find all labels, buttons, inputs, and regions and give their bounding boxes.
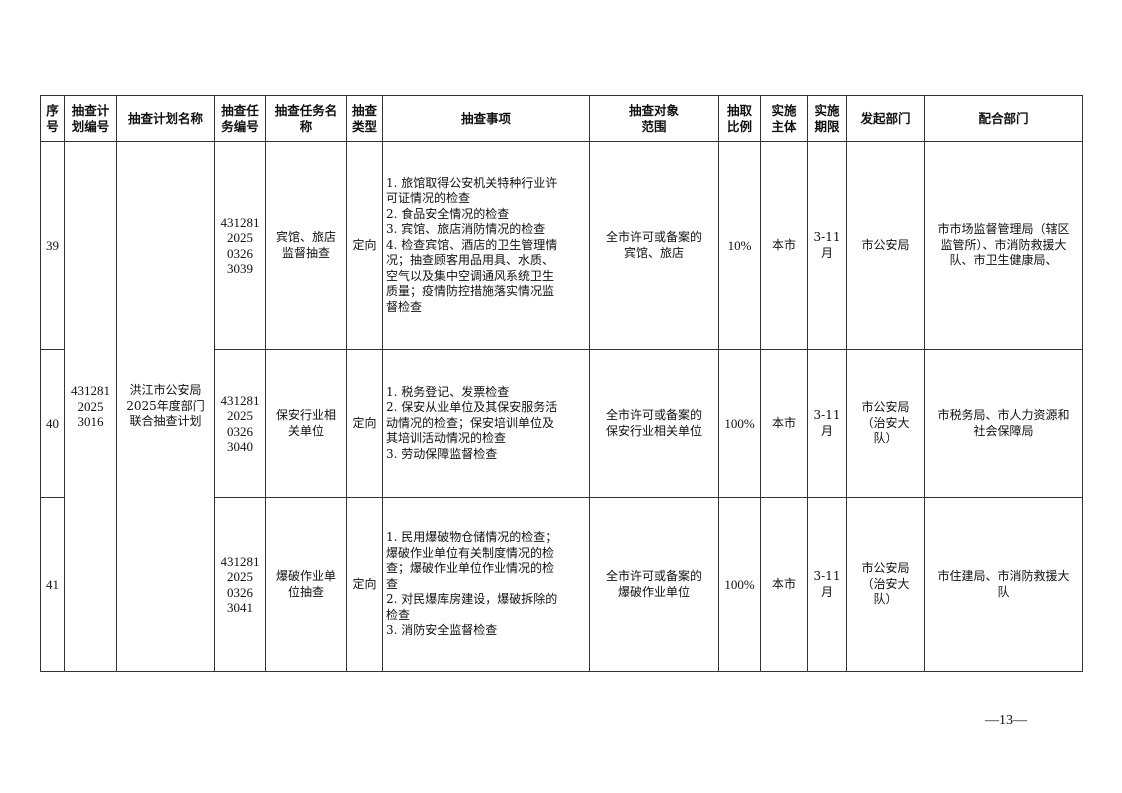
items: 1. 旅馆取得公安机关特种行业许 可证情况的检查 2. 食品安全情况的检查 3.… [382, 141, 590, 350]
initiator: 市公安局 [846, 141, 925, 350]
header-partners: 配合部门 [924, 95, 1083, 142]
header-ratio: 抽取 比例 [718, 95, 761, 142]
table-row: 41 431281 2025 0326 3041 爆破作业单 位抽查 定向 1.… [40, 497, 1083, 672]
ratio: 100% [718, 349, 761, 498]
subject: 本市 [760, 349, 808, 498]
task-id: 431281 2025 0326 3039 [214, 141, 266, 350]
header-no: 序 号 [40, 95, 65, 142]
header-task-name: 抽查任务名 称 [265, 95, 347, 142]
header-scope: 抽查对象 范围 [589, 95, 719, 142]
inspection-plan-table: 序 号 抽查计 划编号 抽查计划名称 抽查任 务编号 抽查任务名 称 抽查 类型… [40, 95, 1083, 672]
header-initiator: 发起部门 [846, 95, 925, 142]
table-row: 40 431281 2025 0326 3040 保安行业相 关单位 定向 1.… [40, 349, 1083, 498]
subject: 本市 [760, 141, 808, 350]
table-row: 39 431281 2025 3016 洪江市公安局 2025年度部门 联合抽查… [40, 141, 1083, 672]
items: 1. 税务登记、发票检查 2. 保安从业单位及其保安服务活 动情况的检查；保安培… [382, 349, 590, 498]
task-id: 431281 2025 0326 3041 [214, 497, 266, 672]
row-no: 40 [40, 349, 65, 498]
period: 3-11 月 [807, 141, 847, 350]
header-subject: 实施 主体 [760, 95, 808, 142]
row-no: 39 [40, 141, 65, 350]
initiator: 市公安局 （治安大 队） [846, 349, 925, 498]
items: 1. 民用爆破物仓储情况的检查； 爆破作业单位有关制度情况的检 查；爆破作业单位… [382, 497, 590, 672]
type: 定向 [346, 141, 383, 350]
scope: 全市许可或备案的 保安行业相关单位 [589, 349, 719, 498]
scope: 全市许可或备案的 宾馆、旅店 [589, 141, 719, 350]
initiator: 市公安局 （治安大 队） [846, 497, 925, 672]
header-items: 抽查事项 [382, 95, 590, 142]
ratio: 10% [718, 141, 761, 350]
partners: 市税务局、市人力资源和 社会保障局 [924, 349, 1083, 498]
page-number: —13— [985, 713, 1027, 728]
ratio: 100% [718, 497, 761, 672]
plan-id: 431281 2025 3016 [64, 141, 117, 672]
row-no: 41 [40, 497, 65, 672]
partners: 市市场监督管理局（辖区 监管所）、市消防救援大 队、市卫生健康局、 [924, 141, 1083, 350]
header-plan-id: 抽查计 划编号 [64, 95, 117, 142]
scope: 全市许可或备案的 爆破作业单位 [589, 497, 719, 672]
task-name: 爆破作业单 位抽查 [265, 497, 347, 672]
period: 3-11 月 [807, 349, 847, 498]
task-name: 宾馆、旅店 监督抽查 [265, 141, 347, 350]
header-period: 实施 期限 [807, 95, 847, 142]
partners: 市住建局、市消防救援大 队 [924, 497, 1083, 672]
type: 定向 [346, 349, 383, 498]
period: 3-11 月 [807, 497, 847, 672]
header-task-id: 抽查任 务编号 [214, 95, 266, 142]
header-row: 序 号 抽查计 划编号 抽查计划名称 抽查任 务编号 抽查任务名 称 抽查 类型… [40, 95, 1083, 142]
task-name: 保安行业相 关单位 [265, 349, 347, 498]
header-type: 抽查 类型 [346, 95, 383, 142]
plan-name: 洪江市公安局 2025年度部门 联合抽查计划 [116, 141, 215, 672]
type: 定向 [346, 497, 383, 672]
header-plan-name: 抽查计划名称 [116, 95, 215, 142]
task-id: 431281 2025 0326 3040 [214, 349, 266, 498]
subject: 本市 [760, 497, 808, 672]
